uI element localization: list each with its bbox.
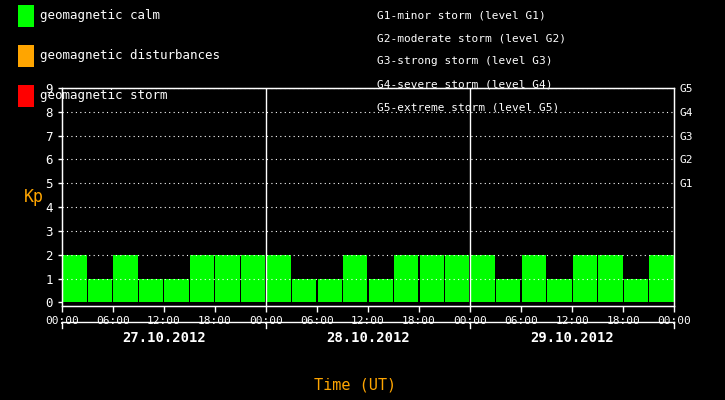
Text: geomagnetic disturbances: geomagnetic disturbances	[40, 50, 220, 62]
Text: Time (UT): Time (UT)	[314, 377, 397, 392]
Bar	[267, 255, 291, 302]
Bar	[471, 255, 495, 302]
Bar	[88, 279, 112, 302]
Text: 29.10.2012: 29.10.2012	[530, 331, 614, 345]
Text: geomagnetic calm: geomagnetic calm	[40, 10, 160, 22]
Bar	[139, 279, 163, 302]
Bar	[496, 279, 521, 302]
Bar	[522, 255, 546, 302]
Bar	[165, 279, 189, 302]
Bar	[394, 255, 418, 302]
Text: G5-extreme storm (level G5): G5-extreme storm (level G5)	[377, 103, 559, 113]
Bar	[113, 255, 138, 302]
Y-axis label: Kp: Kp	[24, 188, 44, 206]
Bar	[624, 279, 648, 302]
Bar	[241, 255, 265, 302]
Bar	[215, 255, 240, 302]
Bar	[445, 255, 469, 302]
Text: geomagnetic storm: geomagnetic storm	[40, 90, 167, 102]
Bar	[598, 255, 623, 302]
Bar	[573, 255, 597, 302]
Bar	[547, 279, 571, 302]
Bar	[368, 279, 393, 302]
Text: G3-strong storm (level G3): G3-strong storm (level G3)	[377, 56, 552, 66]
Bar	[650, 255, 674, 302]
Bar	[292, 279, 316, 302]
Bar	[190, 255, 214, 302]
Text: G1-minor storm (level G1): G1-minor storm (level G1)	[377, 10, 546, 20]
Text: G4-severe storm (level G4): G4-severe storm (level G4)	[377, 80, 552, 90]
Text: 28.10.2012: 28.10.2012	[326, 331, 410, 345]
Text: 27.10.2012: 27.10.2012	[122, 331, 206, 345]
Bar	[318, 279, 341, 302]
Bar	[62, 255, 86, 302]
Bar	[420, 255, 444, 302]
Text: G2-moderate storm (level G2): G2-moderate storm (level G2)	[377, 33, 566, 43]
Bar	[343, 255, 368, 302]
